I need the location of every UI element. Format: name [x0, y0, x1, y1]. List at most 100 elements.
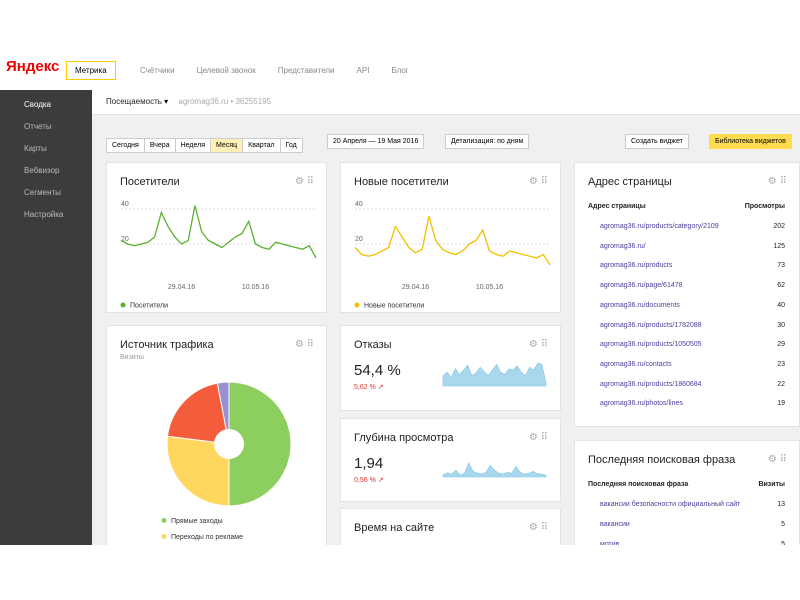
nav: Счётчики Целевой звонок Представители API Бл… [140, 66, 431, 75]
nav-link[interactable]: Представители [277, 66, 335, 75]
y-tick-label: 20 [121, 236, 129, 243]
metric-change: 5,62 % ↗ [354, 384, 384, 391]
widget-title: Адрес страницы [588, 176, 672, 188]
metric-value: 1,94 [354, 455, 384, 472]
chart [442, 462, 547, 478]
row-label[interactable]: вакансии [600, 521, 630, 528]
date-range[interactable]: 20 Апреля — 19 Мая 2016 [327, 134, 425, 149]
row-label[interactable]: agromag36.ru/ [600, 242, 646, 250]
nav-link[interactable]: Целевой звонок [196, 66, 256, 75]
legend-label: Новые посетители [364, 303, 424, 310]
widget-settings[interactable]: ⚙ ⠿ [528, 339, 548, 350]
widget-settings[interactable]: ⚙ ⠿ [528, 176, 548, 187]
widget-title: Отказы [354, 339, 392, 351]
sidebar-item[interactable]: Сводка [24, 100, 52, 109]
chart-subtitle: Визиты [120, 354, 144, 361]
column-header: Адрес страницы [588, 203, 646, 210]
pie-hole [214, 429, 244, 459]
row-value: 22 [777, 380, 785, 388]
y-tick-label: 40 [121, 201, 129, 208]
row-label[interactable]: вакансии безопасности официальный сайт [600, 501, 741, 508]
period-button[interactable]: Неделя [174, 138, 212, 153]
sidebar-item[interactable]: Карты [24, 144, 47, 153]
workspace: Сводка Отчеты Карты Вебвизор Сегменты Настрой… [0, 90, 800, 545]
sidebar-item[interactable]: Вебвизор [24, 166, 60, 175]
row-value: 62 [777, 282, 785, 290]
detail[interactable]: Детализация: по дням [445, 134, 530, 149]
sidebar: Сводка Отчеты Карты Вебвизор Сегменты Настрой… [0, 90, 92, 545]
legend-marker [120, 302, 126, 308]
sparkline [442, 462, 547, 478]
chart [442, 362, 547, 387]
row-label[interactable]: agromag36.ru/products/category/2109 [600, 223, 719, 230]
row-value: 19 [777, 400, 785, 408]
site: agromag36.ru [178, 97, 229, 106]
row-label[interactable]: agromag36.ru/products/1050505 [600, 341, 702, 349]
row-value: 73 [777, 262, 785, 270]
widget-settings[interactable]: ⚙ ⠿ [528, 522, 548, 533]
y-tick-label: 40 [355, 201, 363, 208]
row-label[interactable]: agromag36.ru/products [600, 262, 673, 270]
x-tick-label: 10.05.16 [242, 284, 269, 291]
legend-marker [161, 518, 167, 523]
widget-settings[interactable]: ⚙ ⠿ [767, 454, 787, 465]
visitors-widget: Посетители ⚙ ⠿ 20 40 29.04.16 10.05.16 Посетит… [106, 162, 327, 313]
widget-title: Последняя поисковая фраза [588, 454, 736, 466]
period-button[interactable]: Год [279, 138, 303, 153]
sidebar-item[interactable]: Отчеты [24, 122, 52, 131]
row-label[interactable]: agromag36.ru/documents [600, 301, 680, 309]
y-tick-label: 20 [355, 236, 363, 243]
widget-title: Время на сайте [354, 522, 435, 534]
legend-marker [354, 302, 360, 308]
period-button[interactable]: Сегодня [106, 138, 145, 153]
nav-link[interactable]: API [356, 66, 370, 75]
legend-label: Посетители [130, 303, 168, 310]
column-header[interactable]: Визиты [758, 481, 785, 488]
sidebar-item[interactable]: Сегменты [24, 188, 61, 197]
x-tick-label: 29.04.16 [402, 284, 429, 291]
widget-settings[interactable]: ⚙ ⠿ [767, 176, 787, 187]
period-button[interactable]: Квартал [242, 138, 281, 153]
logo[interactable]: Яндекс [6, 58, 59, 75]
periods: Сегодня Вчера Неделя Месяц Квартал Год [106, 134, 303, 153]
period-button[interactable]: Вчера [143, 138, 176, 153]
widget-settings[interactable]: ⚙ ⠿ [294, 176, 314, 187]
row-label[interactable]: agromag36.ru/page/61478 [600, 282, 683, 290]
pie-slice [166, 382, 230, 445]
widget-settings[interactable]: ⚙ ⠿ [528, 432, 548, 443]
row-label[interactable]: agromag36.ru/products/1782088 [600, 321, 702, 329]
widget-settings[interactable]: ⚙ ⠿ [294, 339, 314, 350]
breadcrumb[interactable]: Посещаемость [106, 97, 162, 106]
nav-link[interactable]: Счётчики [140, 66, 175, 75]
row-value: 125 [773, 242, 785, 250]
change-value: 5,62 % [354, 384, 376, 391]
row-value: 29 [777, 341, 785, 349]
row-label[interactable]: agromag36.ru/photos/lines [600, 400, 683, 408]
column-header[interactable]: Просмотры [744, 203, 785, 210]
sidebar-item[interactable]: Настройка [24, 210, 64, 219]
pie-slice [216, 381, 230, 445]
period-button[interactable]: Месяц [210, 138, 244, 153]
x-tick-label: 10.05.16 [476, 284, 503, 291]
bounce-widget: Отказы ⚙ ⠿ 54,4 % 5,62 % ↗ [340, 325, 561, 411]
counter: 36255195 [235, 97, 272, 106]
chart: 20 40 29.04.16 10.05.16 Новые посетители [354, 201, 551, 310]
row-value: 40 [777, 301, 785, 309]
row-label[interactable]: мотив [600, 541, 620, 545]
legend-marker [161, 534, 167, 539]
nav-link[interactable]: Блог [391, 66, 409, 75]
row-value: 5 [781, 541, 785, 545]
product-tab[interactable]: Метрика [66, 61, 116, 80]
legend-label: Прямые заходы [171, 518, 223, 525]
chart: 20 40 29.04.16 10.05.16 Посетители [120, 201, 317, 310]
row-label[interactable]: agromag36.ru/products/1860684 [600, 380, 702, 388]
x-tick-label: 29.04.16 [168, 284, 195, 291]
traffic-widget: Источник трафика ⚙ ⠿ Визиты Прямые заходы Пе… [106, 325, 327, 545]
widget-title: Глубина просмотра [354, 432, 454, 444]
widget-library[interactable]: Библиотека виджетов [709, 134, 792, 149]
pie-slice [166, 435, 230, 507]
create-widget[interactable]: Создать виджет [625, 134, 689, 149]
row-label[interactable]: agromag36.ru/contacts [600, 360, 672, 368]
search-widget: Последняя поисковая фраза ⚙ ⠿ Последняя по… [574, 440, 800, 545]
